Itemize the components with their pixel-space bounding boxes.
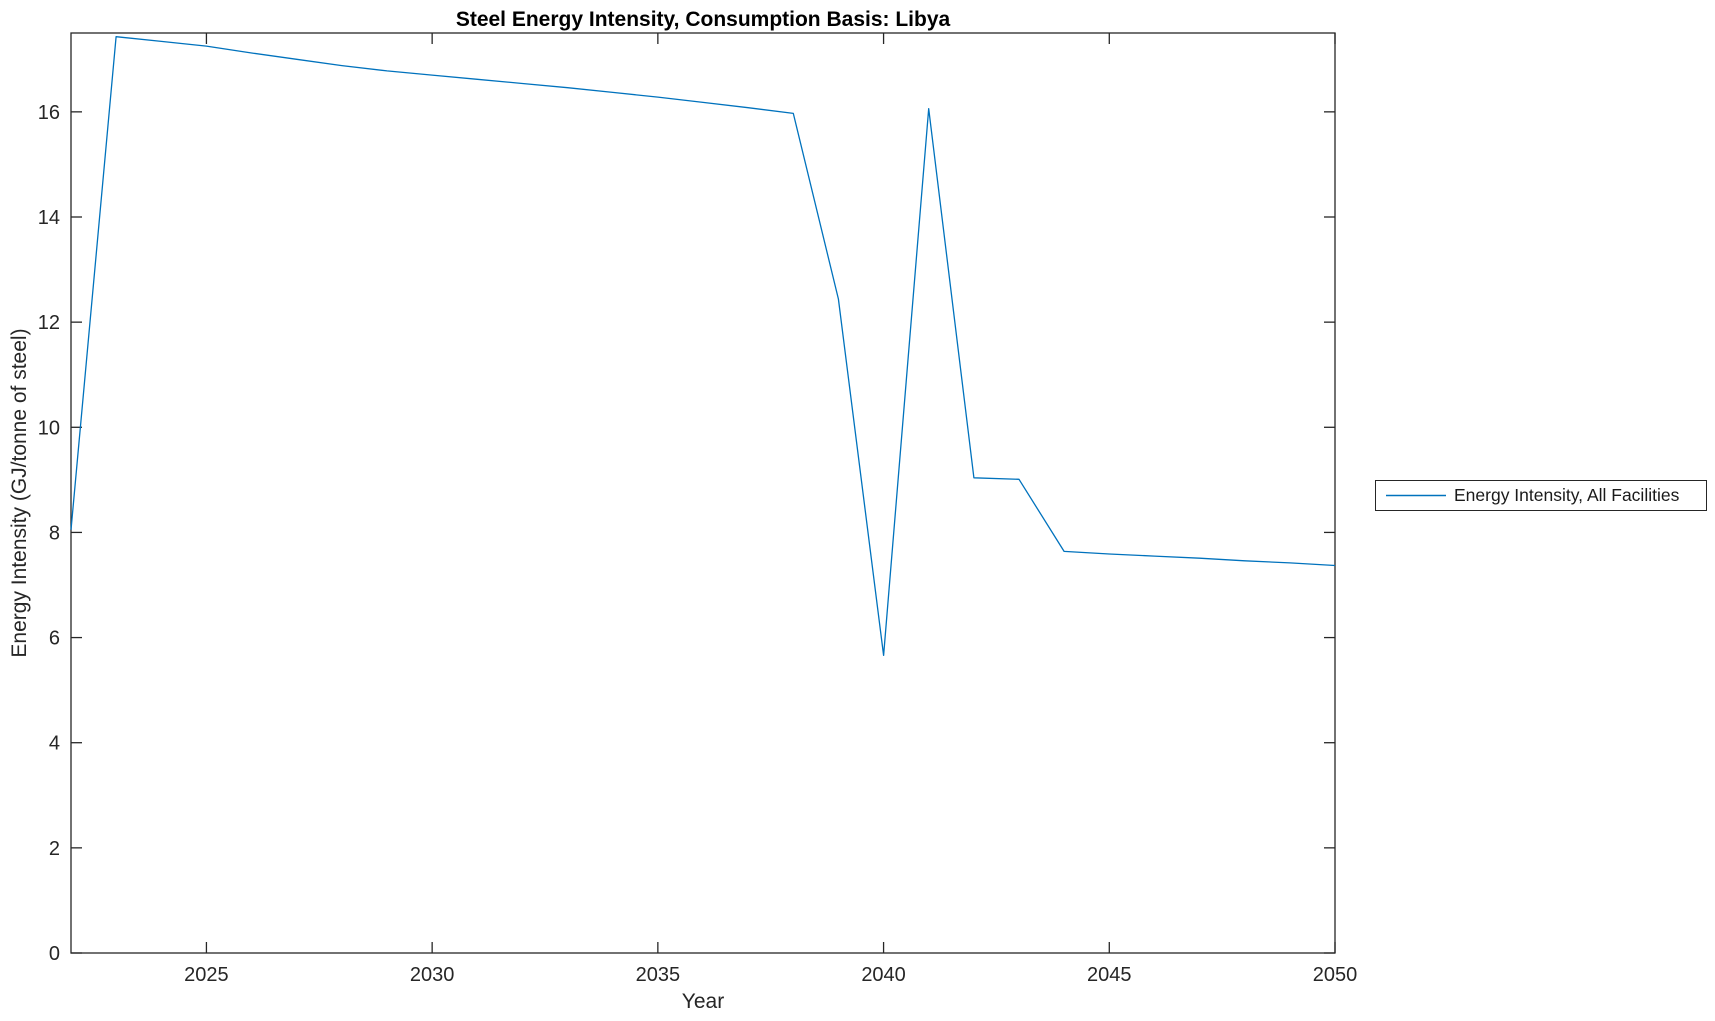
axes-box [70, 32, 1336, 954]
x-tick-label: 2040 [861, 964, 906, 986]
x-tick-label: 2030 [410, 964, 455, 986]
x-tick-label: 2050 [1313, 964, 1358, 986]
y-tick-label: 12 [38, 312, 60, 334]
y-tick-label: 10 [38, 417, 60, 439]
y-tick-label: 4 [49, 733, 60, 755]
y-tick-label: 8 [49, 522, 60, 544]
y-tick-label: 0 [49, 943, 60, 965]
legend-item-label: Energy Intensity, All Facilities [1454, 485, 1680, 505]
y-axis-label: Energy Intensity (GJ/tonne of steel) [8, 328, 31, 658]
x-tick-label: 2035 [636, 964, 681, 986]
legend: Energy Intensity, All Facilities [1375, 480, 1707, 511]
y-tick-label: 2 [49, 838, 60, 860]
chart-title: Steel Energy Intensity, Consumption Basi… [455, 8, 951, 31]
x-axis-label: Year [681, 990, 725, 1013]
series-line [70, 36, 1336, 657]
y-tick-label: 6 [49, 628, 60, 650]
y-tick-label: 16 [38, 102, 60, 124]
legend-line-icon [1386, 494, 1446, 497]
x-tick-label: 2025 [184, 964, 229, 986]
y-tick-label: 14 [38, 207, 60, 229]
x-tick-label: 2045 [1087, 964, 1132, 986]
